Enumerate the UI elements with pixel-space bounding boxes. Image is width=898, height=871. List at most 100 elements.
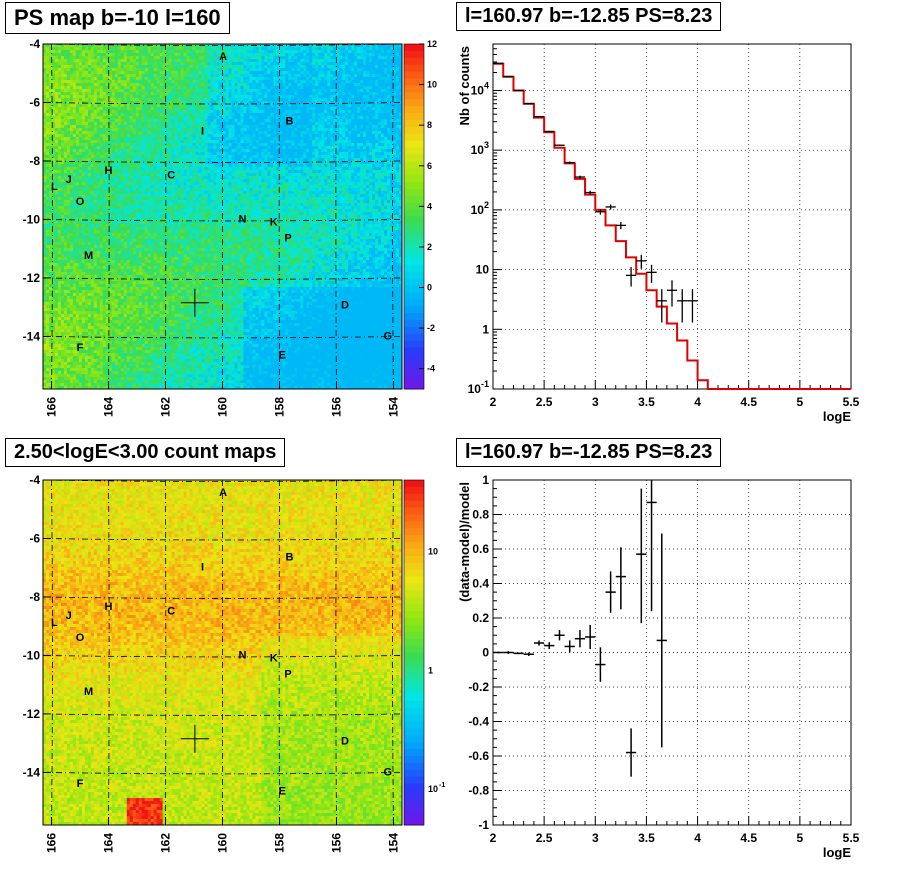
heatmap-cell <box>168 122 173 126</box>
heatmap-cell <box>177 140 182 144</box>
heatmap-cell <box>198 119 202 123</box>
heatmap-cell <box>54 122 59 126</box>
heatmap-cell <box>138 68 143 72</box>
heatmap-cell <box>174 92 179 96</box>
heatmap-cell <box>96 152 101 156</box>
heatmap-cell <box>333 113 337 117</box>
heatmap-cell <box>168 44 173 48</box>
heatmap-cell <box>255 95 259 99</box>
heatmap-cell <box>231 113 235 117</box>
heatmap-cell <box>372 53 376 57</box>
heatmap-cell <box>105 107 110 111</box>
heatmap-cell <box>171 74 176 78</box>
heatmap-cell <box>312 107 316 111</box>
heatmap-cell <box>108 89 113 93</box>
heatmap-cell <box>63 104 68 108</box>
heatmap-cell <box>333 143 337 147</box>
heatmap-cell <box>297 137 301 141</box>
heatmap-cell <box>135 59 140 63</box>
heatmap-cell <box>324 59 328 63</box>
heatmap-cell <box>264 95 268 99</box>
heatmap-cell <box>195 98 199 102</box>
heatmap-cell <box>252 98 256 102</box>
heatmap-cell <box>363 77 367 81</box>
heatmap-cell <box>234 80 238 84</box>
heatmap-cell <box>306 104 310 108</box>
heatmap-cell <box>378 101 382 105</box>
heatmap-cell <box>387 164 391 168</box>
heatmap-cell <box>261 107 265 111</box>
heatmap-cell <box>57 56 62 60</box>
heatmap-cell <box>51 122 56 126</box>
heatmap-cell <box>378 77 382 81</box>
heatmap-cell <box>141 131 146 135</box>
heatmap-cell <box>45 80 50 84</box>
heatmap-cell <box>387 89 391 93</box>
heatmap-cell <box>138 44 143 48</box>
heatmap-cell <box>315 119 319 123</box>
heatmap-cell <box>108 104 113 108</box>
heatmap-cell <box>300 89 304 93</box>
heatmap-cell <box>330 164 334 168</box>
heatmap-cell <box>180 107 185 111</box>
heatmap-cell <box>147 53 152 57</box>
heatmap-cell <box>396 134 400 138</box>
heatmap-cell <box>213 68 217 72</box>
heatmap-cell <box>99 62 104 66</box>
heatmap-cell <box>297 149 301 153</box>
heatmap-cell <box>96 65 101 69</box>
heatmap-cell <box>210 152 214 156</box>
heatmap-cell <box>198 155 202 159</box>
heatmap-cell <box>228 155 232 159</box>
heatmap-cell <box>381 143 385 147</box>
heatmap-cell <box>117 53 122 57</box>
heatmap-cell <box>150 137 155 141</box>
heatmap-cell <box>228 50 232 54</box>
heatmap-cell <box>300 116 304 120</box>
heatmap-cell <box>117 128 122 132</box>
heatmap-cell <box>309 104 313 108</box>
heatmap-cell <box>387 146 391 150</box>
heatmap-cell <box>360 53 364 57</box>
heatmap-cell <box>321 119 325 123</box>
heatmap-cell <box>264 146 268 150</box>
heatmap-cell <box>246 62 250 66</box>
heatmap-cell <box>276 107 280 111</box>
heatmap-cell <box>369 152 373 156</box>
heatmap-cell <box>129 80 134 84</box>
heatmap-cell <box>327 47 331 51</box>
heatmap-cell <box>66 155 71 159</box>
heatmap-cell <box>168 65 173 69</box>
heatmap-cell <box>249 89 253 93</box>
heatmap-cell <box>183 161 187 165</box>
heatmap-cell <box>315 140 319 144</box>
heatmap-cell <box>249 50 253 54</box>
heatmap-cell <box>267 122 271 126</box>
heatmap-cell <box>114 53 119 57</box>
heatmap-cell <box>120 44 125 48</box>
heatmap-cell <box>72 74 77 78</box>
heatmap-cell <box>387 107 391 111</box>
heatmap-cell <box>87 131 92 135</box>
heatmap-cell <box>354 164 358 168</box>
heatmap-cell <box>144 74 149 78</box>
heatmap-cell <box>249 86 253 90</box>
heatmap-cell <box>141 125 146 129</box>
heatmap-cell <box>192 47 196 51</box>
heatmap-cell <box>249 101 253 105</box>
heatmap-cell <box>144 167 149 171</box>
heatmap-cell <box>51 137 56 141</box>
heatmap-cell <box>156 158 161 162</box>
heatmap-cell <box>252 143 256 147</box>
heatmap-cell <box>399 110 403 114</box>
heatmap-cell <box>57 152 62 156</box>
heatmap-cell <box>366 74 370 78</box>
heatmap-cell <box>306 89 310 93</box>
heatmap-cell <box>387 80 391 84</box>
heatmap-cell <box>312 128 316 132</box>
heatmap-cell <box>258 50 262 54</box>
heatmap-cell <box>360 92 364 96</box>
heatmap-cell <box>204 131 208 135</box>
heatmap-cell <box>159 113 164 117</box>
heatmap-cell <box>306 137 310 141</box>
